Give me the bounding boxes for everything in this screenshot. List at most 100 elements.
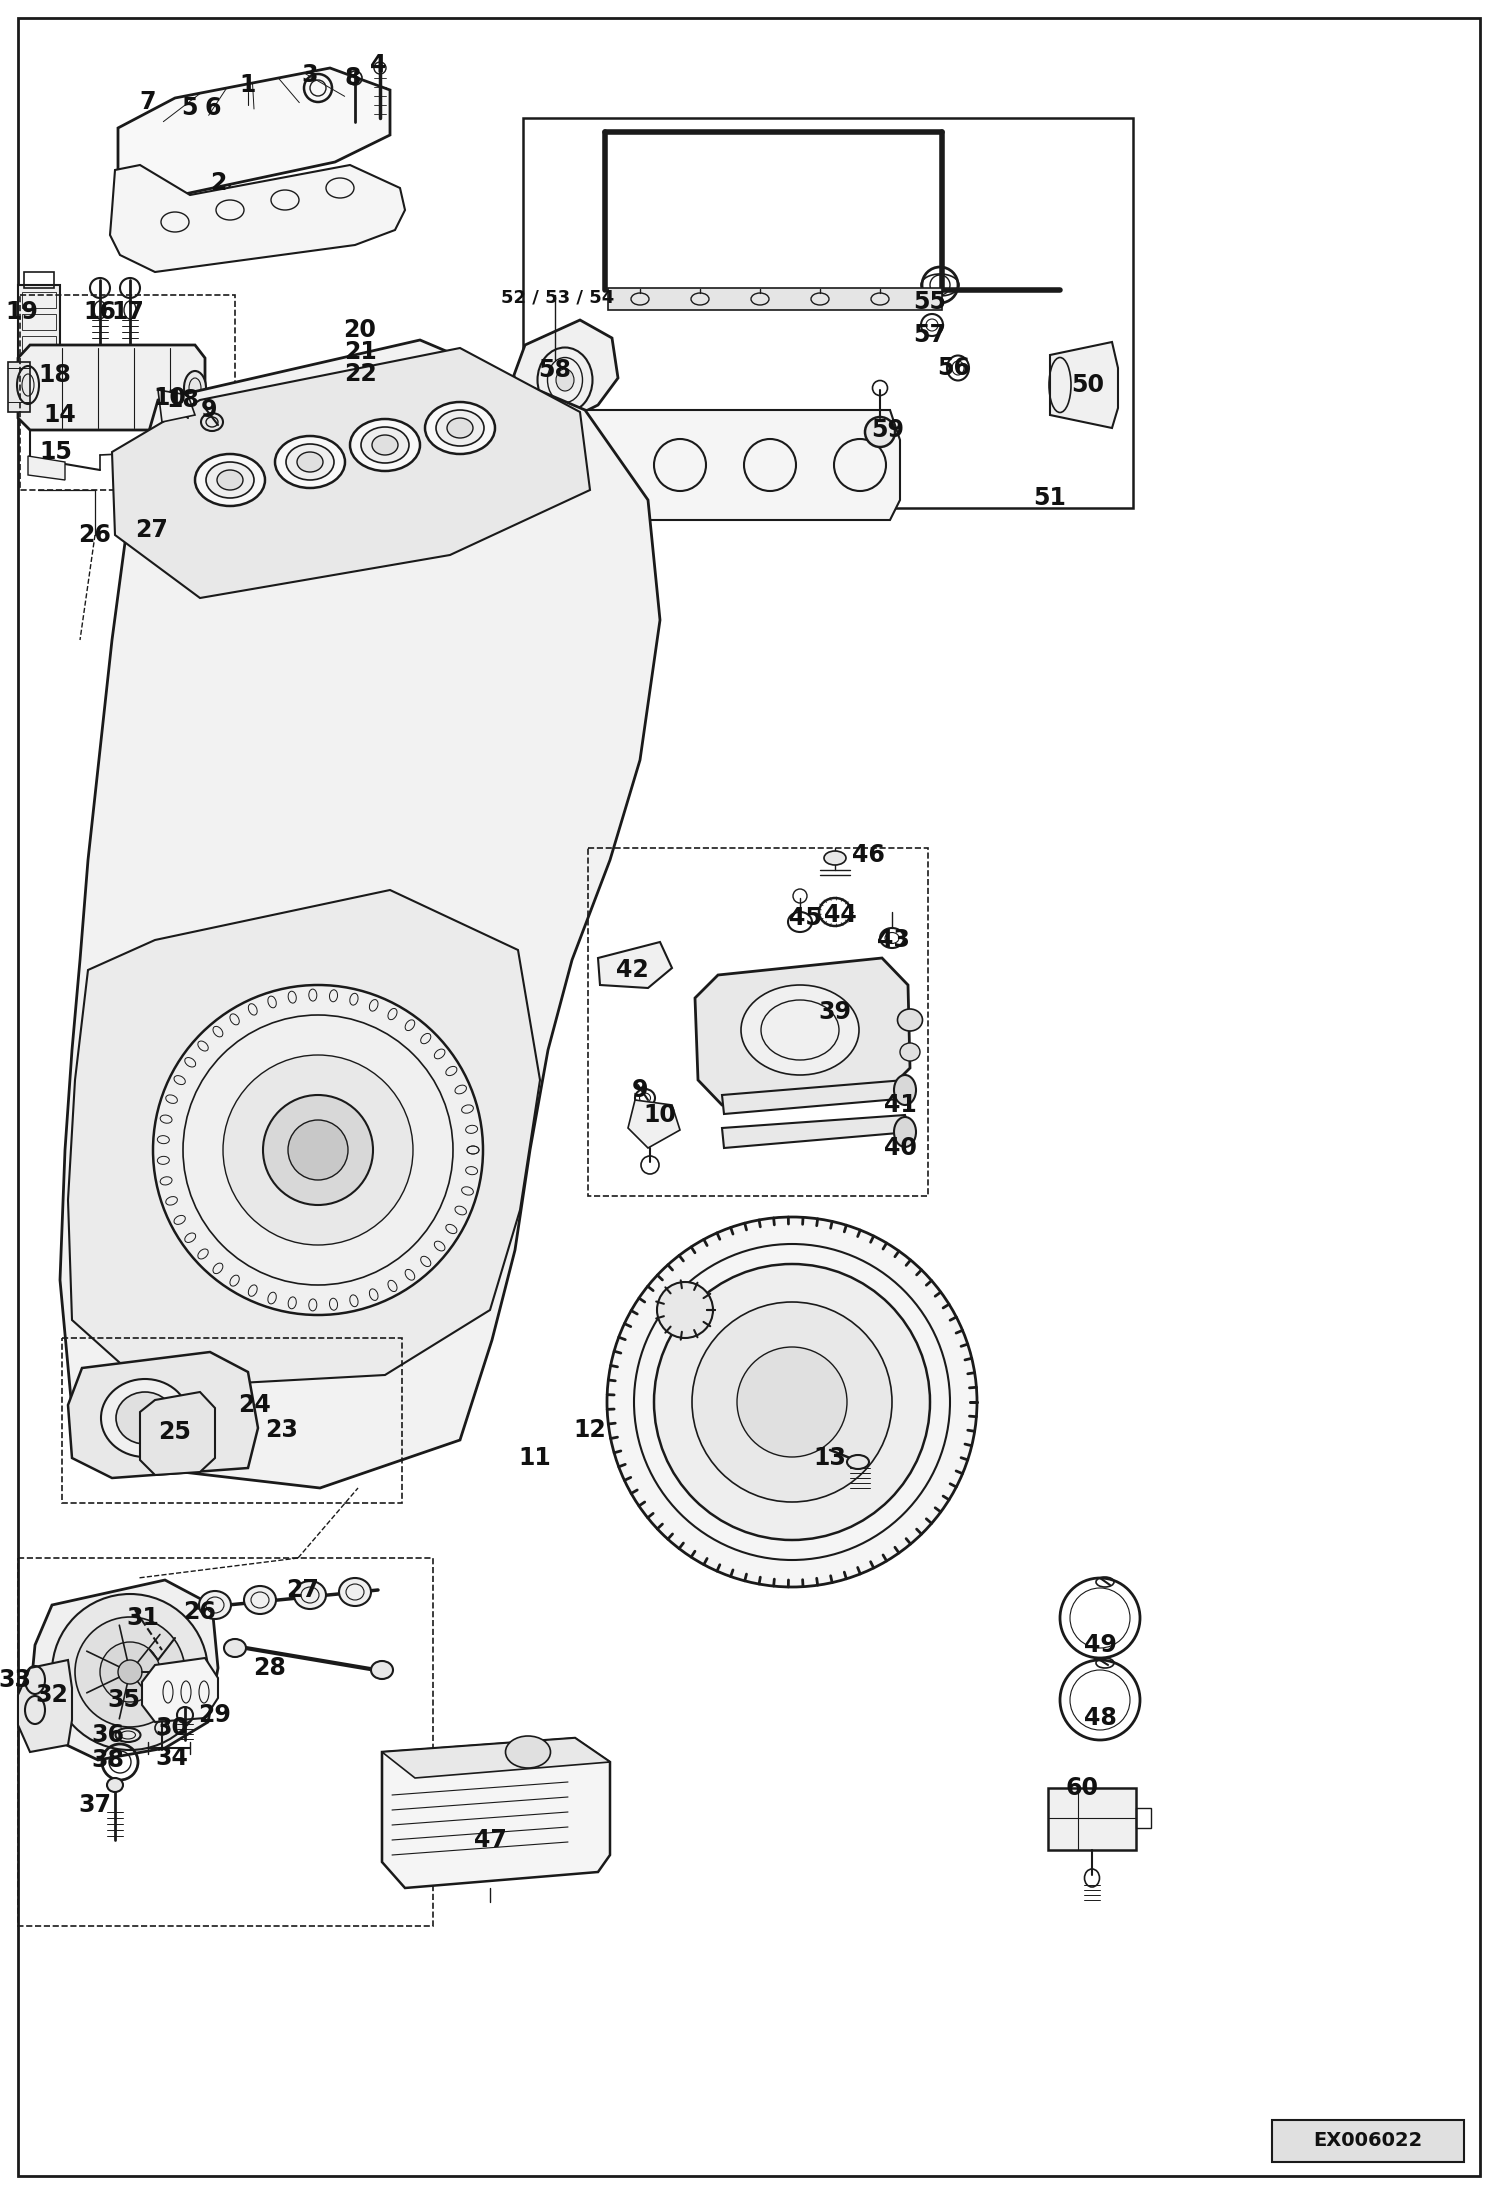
Ellipse shape [297, 452, 324, 472]
Text: 5: 5 [181, 97, 198, 121]
Text: 27: 27 [286, 1577, 319, 1602]
Text: 1: 1 [240, 72, 256, 97]
Bar [24, 272, 54, 287]
Polygon shape [518, 410, 900, 520]
Circle shape [692, 1301, 891, 1503]
Polygon shape [382, 1738, 610, 1889]
Bar [1049, 1788, 1135, 1850]
Polygon shape [628, 1099, 680, 1147]
Polygon shape [139, 1391, 216, 1474]
Text: 26: 26 [184, 1599, 216, 1624]
Text: 4: 4 [370, 53, 386, 77]
Text: EX006022: EX006022 [1314, 2133, 1423, 2150]
Polygon shape [514, 320, 619, 430]
Polygon shape [112, 349, 590, 599]
Ellipse shape [864, 417, 894, 448]
Polygon shape [18, 344, 205, 430]
Text: 32: 32 [36, 1683, 69, 1707]
Text: 22: 22 [343, 362, 376, 386]
Ellipse shape [556, 369, 574, 391]
Text: 14: 14 [43, 404, 76, 428]
Ellipse shape [294, 1582, 327, 1608]
Text: 7: 7 [139, 90, 156, 114]
Ellipse shape [425, 402, 494, 454]
Bar [61, 1338, 401, 1503]
Text: 2: 2 [210, 171, 226, 195]
Polygon shape [60, 340, 661, 1488]
Circle shape [264, 1095, 373, 1205]
Ellipse shape [199, 1591, 231, 1619]
Text: 60: 60 [1065, 1775, 1098, 1799]
Text: 50: 50 [1071, 373, 1104, 397]
Ellipse shape [276, 437, 345, 487]
Ellipse shape [217, 470, 243, 489]
Text: 6: 6 [205, 97, 222, 121]
Text: 58: 58 [538, 358, 572, 382]
Circle shape [658, 1281, 713, 1338]
Bar [18, 285, 60, 362]
Polygon shape [67, 1352, 258, 1479]
Circle shape [100, 1641, 160, 1703]
Bar [22, 292, 55, 307]
Text: 29: 29 [199, 1703, 231, 1727]
Ellipse shape [286, 443, 334, 480]
Text: 36: 36 [91, 1722, 124, 1746]
Ellipse shape [106, 1777, 123, 1792]
Text: 15: 15 [39, 441, 72, 463]
Text: 45: 45 [788, 906, 821, 930]
Text: 10: 10 [154, 386, 186, 410]
Ellipse shape [339, 1577, 372, 1606]
Bar [7, 362, 30, 412]
Text: 21: 21 [343, 340, 376, 364]
Text: 40: 40 [884, 1136, 917, 1161]
Bar [22, 314, 55, 329]
Circle shape [118, 1661, 142, 1685]
Text: 46: 46 [851, 842, 884, 867]
Ellipse shape [742, 985, 858, 1075]
Text: 56: 56 [938, 355, 971, 380]
Text: 19: 19 [6, 301, 39, 325]
Text: 30: 30 [156, 1716, 189, 1740]
Text: 20: 20 [343, 318, 376, 342]
Text: 23: 23 [265, 1417, 298, 1441]
Ellipse shape [897, 1009, 923, 1031]
Ellipse shape [225, 1639, 246, 1656]
Circle shape [75, 1617, 184, 1727]
Ellipse shape [195, 454, 265, 507]
Text: 12: 12 [574, 1417, 607, 1441]
Text: 31: 31 [126, 1606, 159, 1630]
Circle shape [153, 985, 482, 1314]
Text: 49: 49 [1083, 1632, 1116, 1656]
Text: 52 / 53 / 54: 52 / 53 / 54 [502, 290, 614, 307]
Bar [19, 294, 235, 489]
Text: 48: 48 [1083, 1707, 1116, 1731]
Ellipse shape [824, 851, 846, 864]
Ellipse shape [505, 1735, 550, 1768]
Text: 9: 9 [632, 1077, 649, 1101]
Ellipse shape [900, 1042, 920, 1062]
Text: 17: 17 [111, 301, 144, 325]
Polygon shape [28, 456, 64, 480]
Ellipse shape [894, 1075, 915, 1106]
Text: 3: 3 [301, 64, 318, 88]
Polygon shape [157, 391, 195, 421]
Ellipse shape [244, 1586, 276, 1615]
Ellipse shape [372, 434, 398, 454]
Text: 16: 16 [84, 301, 117, 325]
Text: 27: 27 [135, 518, 168, 542]
Ellipse shape [361, 428, 409, 463]
Text: 33: 33 [0, 1667, 31, 1692]
Text: 13: 13 [813, 1446, 846, 1470]
Text: 39: 39 [818, 1000, 851, 1025]
Polygon shape [695, 959, 909, 1106]
Polygon shape [608, 287, 942, 309]
Text: 10: 10 [644, 1104, 677, 1128]
Bar [22, 336, 55, 351]
Ellipse shape [184, 371, 207, 406]
Text: 47: 47 [473, 1828, 506, 1852]
Ellipse shape [372, 1661, 392, 1678]
Ellipse shape [446, 419, 473, 439]
Bar [1135, 1808, 1150, 1828]
Ellipse shape [894, 1117, 915, 1147]
Ellipse shape [846, 1455, 869, 1470]
